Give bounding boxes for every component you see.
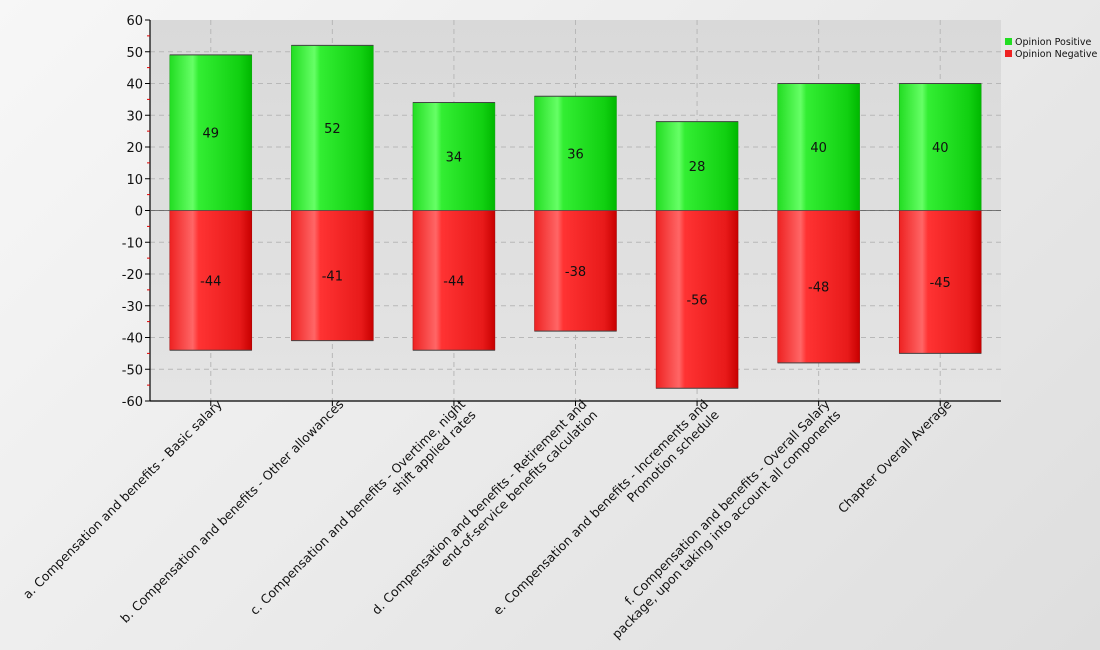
y-tick-label: 0: [135, 205, 143, 220]
y-tick-label: -60: [122, 395, 143, 410]
data-label-positive: 34: [446, 151, 463, 166]
bar-negative: [655, 210, 739, 389]
x-tick-label-line: e. Compensation and benefits - Increment…: [490, 397, 711, 618]
bar-positive: [169, 54, 253, 211]
y-tick-label: -10: [122, 236, 143, 251]
x-tick-label-group: b. Compensation and benefits - Other all…: [117, 397, 346, 626]
x-tick-label: Chapter Overall Average: [835, 396, 955, 516]
x-tick-label-line: Chapter Overall Average: [835, 396, 955, 516]
x-tick-label-group: d. Compensation and benefits - Retiremen…: [369, 397, 601, 629]
data-label-negative: -44: [200, 274, 221, 289]
x-tick-label-group: a. Compensation and benefits - Basic sal…: [20, 396, 226, 602]
x-tick-label-group: c. Compensation and benefits - Overtime,…: [247, 396, 479, 628]
y-tick-label: -20: [122, 268, 143, 283]
data-label-negative: -38: [565, 265, 586, 280]
x-tick-label: a. Compensation and benefits - Basic sal…: [20, 396, 226, 602]
y-tick-label: -50: [122, 363, 143, 378]
y-tick-label: 10: [126, 173, 143, 188]
legend-swatch: [1005, 38, 1012, 45]
bar-negative: [898, 210, 982, 354]
bar-negative: [534, 210, 617, 332]
x-tick-label: c. Compensation and benefits - Overtime,…: [247, 396, 479, 628]
x-tick-label-group: f. Compensation and benefits - Overall S…: [598, 396, 844, 642]
data-label-negative: -44: [443, 274, 464, 289]
legend-swatch: [1005, 50, 1012, 57]
x-tick-label-line: b. Compensation and benefits - Other all…: [117, 397, 346, 626]
data-label-positive: 28: [689, 160, 706, 175]
data-label-negative: -41: [322, 270, 343, 285]
bar-positive: [898, 83, 982, 211]
data-label-positive: 36: [567, 147, 584, 162]
legend-label: Opinion Positive: [1015, 37, 1091, 48]
bars: [169, 44, 982, 389]
x-tick-label-line: d. Compensation and benefits - Retiremen…: [369, 397, 590, 618]
data-label-positive: 40: [810, 141, 827, 156]
bar-positive: [291, 45, 374, 211]
y-tick-label: -30: [122, 300, 143, 315]
bar-positive: [777, 83, 860, 211]
data-label-positive: 40: [932, 141, 949, 156]
y-tick-label: 60: [126, 14, 143, 29]
bar-positive: [534, 95, 617, 211]
x-tick-label-line: c. Compensation and benefits - Overtime,…: [247, 396, 468, 617]
x-tick-label: d. Compensation and benefits - Retiremen…: [369, 397, 601, 629]
legend-label: Opinion Negative: [1015, 49, 1097, 60]
y-tick-label: 50: [126, 46, 143, 61]
x-tick-label-line: Promotion schedule: [624, 407, 722, 505]
bar-negative: [291, 210, 374, 341]
x-tick-label: f. Compensation and benefits - Overall S…: [598, 396, 844, 642]
x-tick-label: b. Compensation and benefits - Other all…: [117, 397, 346, 626]
bar-negative: [412, 210, 496, 351]
y-tick-label: 20: [126, 141, 143, 156]
x-tick-label-group: Chapter Overall Average: [835, 396, 955, 516]
bar-negative: [777, 210, 860, 364]
x-tick-label-line: a. Compensation and benefits - Basic sal…: [20, 396, 226, 602]
x-tick-label: e. Compensation and benefits - Increment…: [490, 396, 722, 628]
x-tick-label-line: package, upon taking into account all co…: [609, 407, 844, 642]
data-label-positive: 49: [203, 127, 220, 142]
data-labels: 49 -44 52 -41 34 -44 36 -38 28 -56 40 -48 40 -45: [200, 122, 951, 308]
data-label-negative: -48: [808, 281, 829, 296]
data-label-negative: -56: [686, 293, 707, 308]
y-tick-label: 30: [126, 109, 143, 124]
x-tick-label-group: e. Compensation and benefits - Increment…: [490, 396, 722, 628]
y-tick-label: 40: [126, 78, 143, 93]
y-tick-label: -40: [122, 332, 143, 347]
data-label-negative: -45: [930, 276, 951, 291]
x-tick-label-line: f. Compensation and benefits - Overall S…: [621, 396, 833, 608]
data-label-positive: 52: [324, 122, 341, 137]
